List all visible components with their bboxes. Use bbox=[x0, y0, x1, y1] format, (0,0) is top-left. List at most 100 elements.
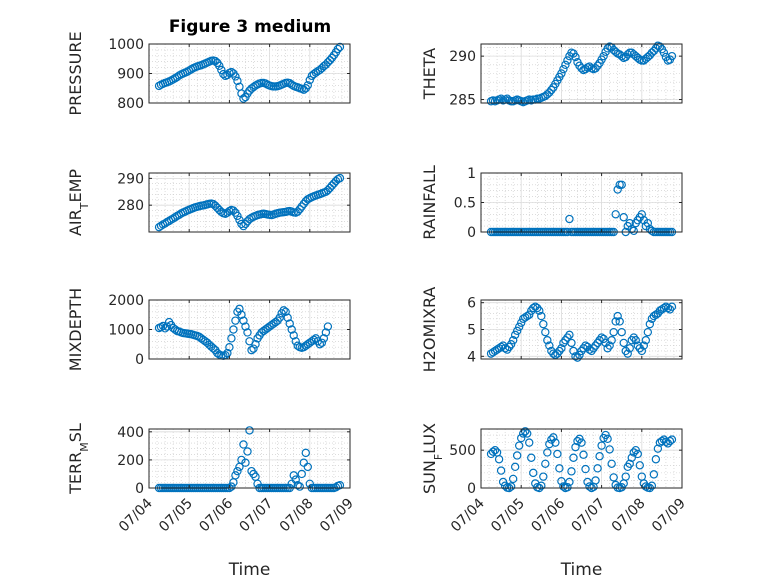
y-axis-label: MIXDEPTH bbox=[66, 288, 85, 371]
data-point bbox=[603, 344, 612, 353]
data-point bbox=[506, 482, 516, 491]
subplot-4: 0 1000 2000 MIXDEPTH bbox=[66, 288, 351, 371]
data-point bbox=[619, 213, 628, 222]
data-point bbox=[629, 333, 638, 342]
data-point bbox=[229, 325, 238, 334]
data-point bbox=[587, 346, 596, 356]
data-point bbox=[291, 337, 300, 346]
data-point bbox=[629, 448, 638, 457]
data-point bbox=[647, 481, 657, 490]
data-point bbox=[637, 346, 647, 356]
series-markers bbox=[154, 42, 345, 103]
data-point bbox=[545, 88, 554, 97]
data-point bbox=[237, 310, 246, 319]
data-point bbox=[309, 335, 319, 345]
data-point bbox=[651, 455, 661, 464]
data-point bbox=[625, 218, 634, 228]
data-point bbox=[625, 459, 634, 468]
subplot-0: 800 900 1000 PRESSURE bbox=[66, 31, 351, 116]
data-point bbox=[217, 207, 226, 217]
data-point bbox=[571, 52, 580, 62]
y-tick-label: 0.5 bbox=[454, 196, 476, 212]
data-point bbox=[293, 341, 302, 350]
axes-box bbox=[480, 428, 683, 489]
grid bbox=[480, 300, 683, 359]
data-point bbox=[577, 64, 586, 73]
data-point bbox=[611, 210, 620, 219]
data-point bbox=[589, 344, 598, 353]
data-point bbox=[289, 471, 298, 480]
data-point bbox=[665, 436, 675, 446]
data-point bbox=[667, 435, 677, 444]
data-point bbox=[295, 204, 304, 214]
data-point bbox=[162, 322, 172, 331]
data-point bbox=[231, 72, 240, 81]
data-point bbox=[555, 464, 564, 473]
data-point bbox=[563, 333, 572, 342]
data-point bbox=[504, 342, 514, 352]
data-point bbox=[231, 471, 240, 480]
data-point bbox=[559, 338, 568, 348]
y-tick-label: 290 bbox=[449, 49, 476, 65]
data-point bbox=[583, 477, 592, 487]
data-point bbox=[635, 461, 644, 470]
data-point bbox=[627, 336, 636, 345]
data-point bbox=[567, 467, 576, 476]
y-tick-label: 1000 bbox=[108, 37, 144, 53]
data-point bbox=[641, 336, 651, 345]
data-point bbox=[617, 327, 626, 337]
data-point bbox=[647, 226, 657, 236]
data-point bbox=[551, 438, 560, 447]
data-point bbox=[643, 218, 653, 228]
data-point bbox=[609, 327, 618, 337]
data-point bbox=[659, 48, 669, 57]
series-markers bbox=[154, 173, 345, 232]
data-point bbox=[649, 470, 659, 479]
data-point bbox=[241, 322, 250, 331]
data-point bbox=[156, 322, 166, 332]
data-point bbox=[603, 44, 612, 53]
data-point bbox=[321, 328, 331, 337]
data-point bbox=[555, 346, 564, 356]
figure-title: Figure 3 medium bbox=[169, 17, 331, 37]
data-point bbox=[239, 94, 248, 103]
data-point bbox=[609, 473, 618, 482]
data-point bbox=[279, 306, 288, 315]
y-tick-label: 4 bbox=[467, 349, 476, 365]
data-point bbox=[569, 346, 578, 356]
data-point bbox=[289, 331, 298, 340]
subplot-2: 280 290 AIRTEMP bbox=[66, 169, 351, 236]
data-point bbox=[537, 311, 546, 321]
data-point bbox=[625, 344, 634, 353]
data-point bbox=[573, 353, 582, 362]
data-point bbox=[597, 441, 606, 450]
data-point bbox=[611, 317, 620, 326]
data-point bbox=[545, 439, 554, 449]
data-point bbox=[663, 303, 673, 313]
data-point bbox=[508, 474, 518, 484]
data-point bbox=[233, 466, 242, 476]
data-point bbox=[545, 341, 554, 350]
data-point bbox=[315, 340, 325, 349]
data-point bbox=[579, 344, 588, 353]
y-tick-label: 285 bbox=[449, 93, 476, 109]
data-point bbox=[569, 453, 578, 462]
data-point bbox=[573, 436, 582, 446]
data-point bbox=[512, 451, 522, 460]
data-point bbox=[649, 46, 659, 56]
data-point bbox=[249, 344, 258, 353]
data-point bbox=[235, 215, 244, 225]
y-axis-label: RAINFALL bbox=[420, 165, 439, 240]
data-point bbox=[235, 304, 244, 314]
data-point bbox=[243, 328, 252, 337]
data-point bbox=[239, 221, 248, 231]
data-point bbox=[593, 338, 602, 348]
data-point bbox=[577, 438, 586, 447]
data-point bbox=[549, 433, 558, 442]
data-point bbox=[514, 441, 524, 450]
data-point bbox=[517, 433, 526, 443]
data-point bbox=[577, 346, 586, 356]
data-point bbox=[623, 50, 632, 59]
